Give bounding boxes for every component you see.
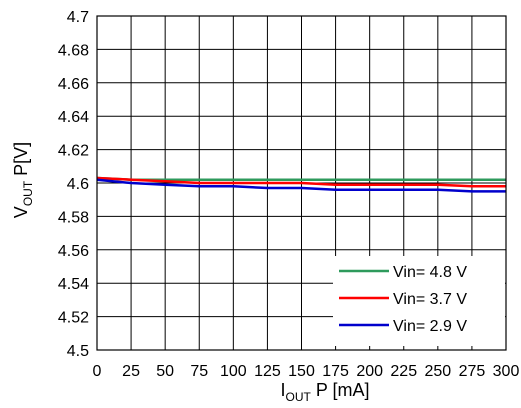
y-tick-label: 4.68 bbox=[58, 42, 89, 59]
x-tick-label: 175 bbox=[322, 363, 349, 380]
x-tick-label: 225 bbox=[390, 363, 417, 380]
x-tick-label: 100 bbox=[220, 363, 247, 380]
y-tick-label: 4.7 bbox=[67, 9, 89, 26]
legend: Vin= 4.8 V Vin= 3.7 V Vin= 2.9 V bbox=[333, 256, 505, 346]
y-tick-label: 4.6 bbox=[67, 176, 89, 193]
x-tick-label: 75 bbox=[190, 363, 208, 380]
x-tick-label: 25 bbox=[122, 363, 140, 380]
x-tick-label: 50 bbox=[156, 363, 174, 380]
x-tick-label: 300 bbox=[493, 363, 520, 380]
y-tick-label: 4.62 bbox=[58, 143, 89, 160]
y-tick-label: 4.58 bbox=[58, 209, 89, 226]
x-tick-label: 125 bbox=[254, 363, 281, 380]
y-tick-label: 4.66 bbox=[58, 76, 89, 93]
y-tick-labels: 4.5 4.52 4.54 4.56 4.58 4.6 4.62 4.64 4.66 4.68 4.… bbox=[58, 9, 89, 360]
x-tick-label: 0 bbox=[93, 363, 102, 380]
y-tick-label: 4.5 bbox=[67, 343, 89, 360]
y-axis-title: VOUT P[V] bbox=[11, 142, 35, 218]
x-tick-label: 200 bbox=[356, 363, 383, 380]
x-axis-title: IOUT P [mA] bbox=[280, 380, 369, 404]
y-tick-label: 4.54 bbox=[58, 276, 89, 293]
legend-label: Vin= 3.7 V bbox=[393, 291, 467, 308]
x-tick-label: 275 bbox=[459, 363, 486, 380]
x-tick-label: 150 bbox=[288, 363, 315, 380]
y-tick-label: 4.64 bbox=[58, 109, 89, 126]
legend-label: Vin= 4.8 V bbox=[393, 264, 467, 281]
y-tick-label: 4.56 bbox=[58, 243, 89, 260]
legend-label: Vin= 2.9 V bbox=[393, 318, 467, 335]
y-tick-label: 4.52 bbox=[58, 310, 89, 327]
x-tick-label: 250 bbox=[424, 363, 451, 380]
x-tick-labels: 0 25 50 75 100 125 150 175 200 225 250 275 300 bbox=[93, 363, 520, 380]
